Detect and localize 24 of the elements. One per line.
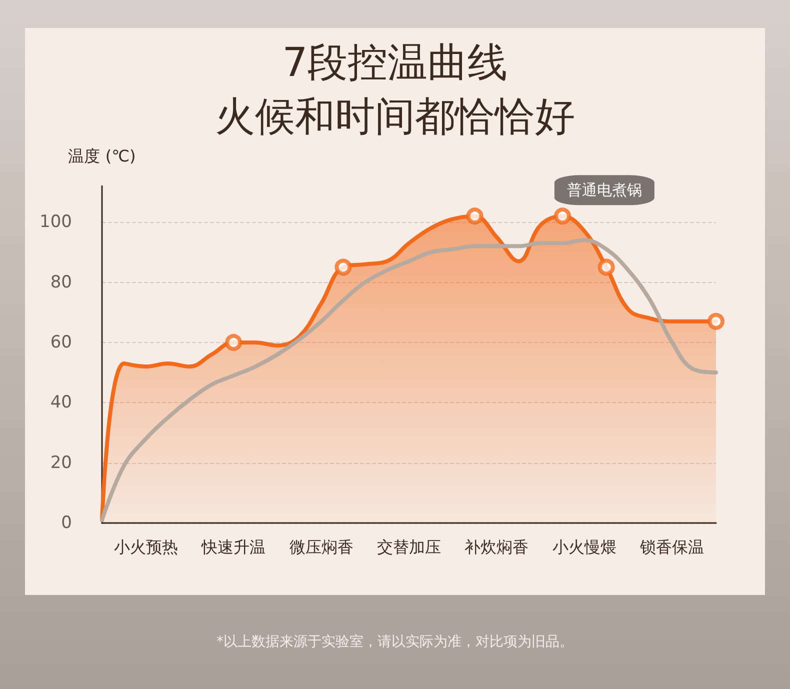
text: 普通电煮锅 (566, 181, 642, 200)
point (225, 334, 242, 351)
chart-title: 7段控温曲线 (282, 40, 508, 86)
point (334, 258, 352, 276)
y-tick-label: 0 (61, 513, 72, 533)
x-tick-label: 锁香保温 (639, 538, 704, 556)
point (708, 312, 724, 330)
y-tick-label: 40 (50, 392, 72, 413)
y-axis-title: 温度 (℃) (68, 146, 136, 166)
x-tick-label: 小火慢煨 (552, 538, 616, 556)
y-tick-label: 20 (50, 452, 72, 473)
x-tick-label: 补炊焖香 (464, 538, 529, 556)
x-tick-label: 交替加压 (377, 538, 441, 556)
point (554, 208, 571, 225)
point (466, 208, 484, 225)
x-tick-label: 微压焖香 (289, 538, 354, 556)
x-tick-label: 小火预热 (114, 538, 178, 556)
x-tick-label: 快速升温 (200, 538, 266, 556)
y-tick-label: 60 (50, 332, 72, 352)
y-tick-label: 100 (40, 212, 72, 232)
text: *以上数据来源于实验室，请以实际为准，对比项为旧品。 (216, 634, 574, 650)
chart-subtitle: 火候和时间都恰恰好 (215, 94, 575, 140)
point (598, 258, 615, 276)
y-tick-label: 80 (50, 272, 72, 292)
